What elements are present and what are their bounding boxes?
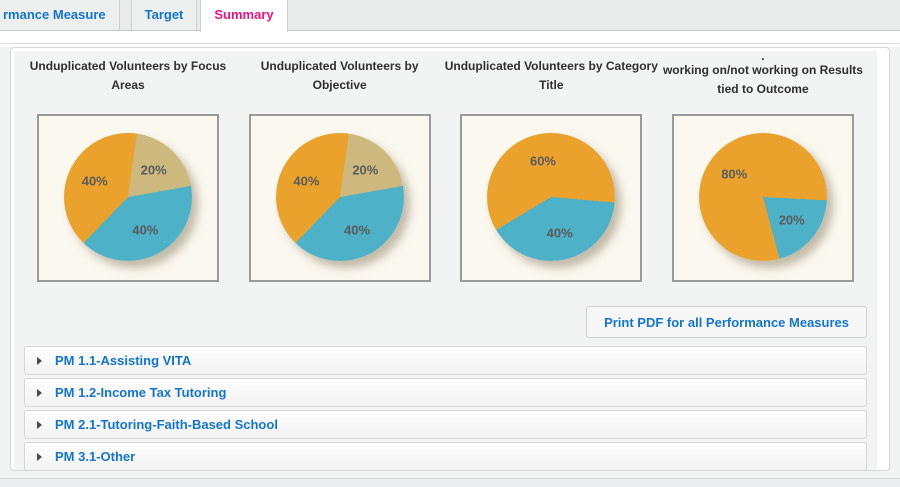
- footer-strip: [0, 478, 900, 487]
- accordion-row-label: PM 3.1-Other: [55, 449, 136, 464]
- summary-panel: Unduplicated Volunteers by Focus Areas 2…: [10, 47, 890, 471]
- pie-slice-label: 40%: [293, 173, 320, 189]
- pie-chart-objective: 20% 40% 40%: [275, 133, 404, 261]
- chart-column-objective: Unduplicated Volunteers by Objective 20%…: [242, 51, 438, 282]
- chart-box: 20% 40% 40%: [248, 114, 431, 282]
- chart-box: 20% 80%: [671, 114, 854, 282]
- chart-title-line: Unduplicated Volunteers by Focus: [29, 59, 227, 73]
- chart-title-line: Areas: [111, 78, 145, 92]
- accordion-row-pm-2-1[interactable]: PM 2.1-Tutoring-Faith-Based School: [24, 410, 867, 439]
- header-spacer: [0, 31, 900, 43]
- chart-title-line: Unduplicated Volunteers by: [260, 59, 419, 73]
- chart-column-focus-areas: Unduplicated Volunteers by Focus Areas 2…: [30, 51, 226, 282]
- chart-title-clipped-line: .: [761, 51, 765, 63]
- chevron-right-icon: [37, 356, 42, 365]
- chart-column-results-outcome: . working on/not working on Results tied…: [663, 51, 863, 282]
- accordion-row-label: PM 1.2-Income Tax Tutoring: [55, 385, 227, 400]
- chart-title-line: Objective: [312, 78, 367, 92]
- chart-title-line: tied to Outcome: [717, 82, 809, 96]
- main-area: Unduplicated Volunteers by Focus Areas 2…: [0, 47, 900, 481]
- summary-panel-content: Unduplicated Volunteers by Focus Areas 2…: [14, 51, 877, 470]
- chart-box: 40% 60%: [460, 114, 643, 282]
- tab-performance-measure[interactable]: rmance Measure: [0, 0, 120, 30]
- accordion-row-label: PM 1.1-Assisting VITA: [55, 353, 192, 368]
- chart-box: 20% 40% 40%: [37, 114, 219, 282]
- pie-slice-label: 40%: [344, 222, 371, 238]
- accordion-row-label: PM 2.1-Tutoring-Faith-Based School: [55, 417, 278, 432]
- header-divider: [0, 43, 900, 44]
- pie-slice-label: 80%: [721, 166, 748, 182]
- tab-summary[interactable]: Summary: [200, 0, 288, 32]
- pie-chart-focus-areas: 20% 40% 40%: [64, 133, 192, 261]
- accordion-row-pm-3-1[interactable]: PM 3.1-Other: [24, 442, 867, 470]
- pie-slice-label: 20%: [352, 162, 379, 178]
- tab-bar: rmance Measure Target Summary: [0, 0, 900, 32]
- chart-title: Unduplicated Volunteers by Focus Areas: [16, 51, 240, 114]
- pie-chart-category-title: 40% 60%: [487, 133, 616, 261]
- pie-slice-label: 40%: [81, 173, 108, 189]
- chart-title-line: Unduplicated Volunteers by Category: [444, 59, 658, 73]
- performance-measure-accordion: PM 1.1-Assisting VITA PM 1.2-Income Tax …: [24, 346, 867, 470]
- chevron-right-icon: [37, 452, 42, 461]
- pie-slice-label: 40%: [132, 222, 159, 238]
- tab-target[interactable]: Target: [130, 0, 198, 30]
- chart-title: Unduplicated Volunteers by Objective: [228, 51, 452, 114]
- chart-title-line: Title: [539, 78, 564, 92]
- chart-column-category-title: Unduplicated Volunteers by Category Titl…: [445, 51, 658, 282]
- charts-row: Unduplicated Volunteers by Focus Areas 2…: [24, 51, 867, 282]
- pie-slice-label: 40%: [546, 225, 573, 241]
- pie-slice-label: 20%: [140, 162, 167, 178]
- chart-title: Unduplicated Volunteers by Category Titl…: [439, 51, 663, 114]
- print-pdf-button[interactable]: Print PDF for all Performance Measures: [586, 306, 867, 338]
- pie-chart-results-outcome: 20% 80%: [698, 133, 827, 261]
- pie-slice-label: 60%: [529, 153, 556, 169]
- pie-slice-label: 20%: [778, 212, 805, 228]
- chart-title: . working on/not working on Results tied…: [651, 51, 875, 114]
- print-button-row: Print PDF for all Performance Measures: [24, 306, 867, 338]
- chart-title-line: working on/not working on Results: [662, 63, 863, 77]
- accordion-row-pm-1-2[interactable]: PM 1.2-Income Tax Tutoring: [24, 378, 867, 407]
- chevron-right-icon: [37, 388, 42, 397]
- chevron-right-icon: [37, 420, 42, 429]
- accordion-row-pm-1-1[interactable]: PM 1.1-Assisting VITA: [24, 346, 867, 375]
